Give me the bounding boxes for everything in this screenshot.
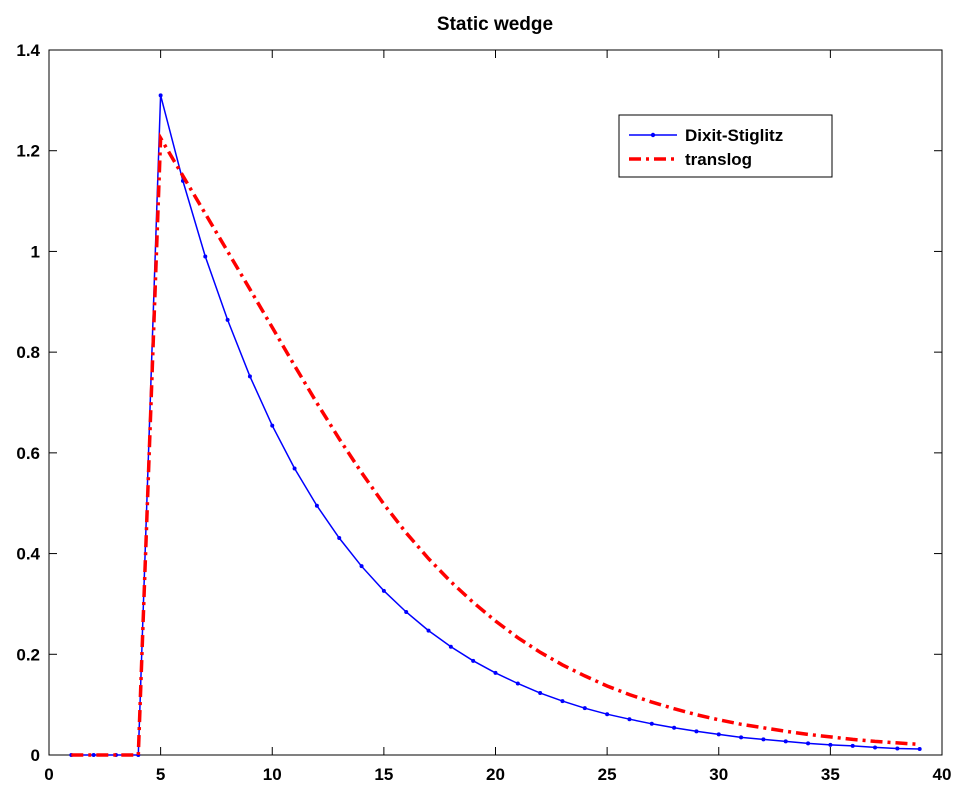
data-point xyxy=(493,670,498,675)
data-point xyxy=(515,681,520,686)
data-point xyxy=(448,644,453,649)
data-point xyxy=(404,609,409,614)
x-tick-label: 35 xyxy=(821,765,840,784)
y-tick-label: 1 xyxy=(31,242,40,261)
data-point xyxy=(426,628,431,633)
data-point xyxy=(381,588,386,593)
x-tick-label: 5 xyxy=(156,765,165,784)
y-tick-label: 0.6 xyxy=(16,444,40,463)
data-point xyxy=(158,93,163,98)
legend-box xyxy=(618,114,833,178)
data-point xyxy=(247,374,252,379)
data-point xyxy=(314,503,319,508)
data-point xyxy=(716,732,721,737)
data-point xyxy=(761,737,766,742)
x-tick-label: 30 xyxy=(709,765,728,784)
data-point xyxy=(783,739,788,744)
data-point xyxy=(538,691,543,696)
data-point xyxy=(649,721,654,726)
data-point xyxy=(828,742,833,747)
x-tick-label: 20 xyxy=(486,765,505,784)
data-point xyxy=(627,717,632,722)
data-point xyxy=(605,712,610,717)
y-tick-label: 1.2 xyxy=(16,142,40,161)
chart-title: Static wedge xyxy=(437,14,553,35)
data-point xyxy=(359,564,364,569)
legend: Dixit-Stiglitz translog xyxy=(618,114,833,178)
legend-label: Dixit-Stiglitz xyxy=(685,126,783,145)
x-tick-label: 15 xyxy=(374,765,393,784)
data-point xyxy=(203,254,208,259)
x-tick-label: 25 xyxy=(598,765,617,784)
data-point xyxy=(694,729,699,734)
plot-area: 0 5 10 15 20 25 30 35 40 0 0.2 0.4 0.6 0.8 1 1.2 1.4 xyxy=(16,41,951,784)
data-point xyxy=(91,753,96,757)
data-point xyxy=(739,735,744,740)
data-point xyxy=(270,423,275,428)
legend-marker xyxy=(650,132,656,138)
data-point xyxy=(873,745,878,750)
data-point xyxy=(471,658,476,663)
x-tick-label: 0 xyxy=(44,765,53,784)
y-tick-label: 0.8 xyxy=(16,343,40,362)
data-point xyxy=(850,743,855,748)
series-line-translog xyxy=(71,132,920,757)
series-line-dixit-stiglitz xyxy=(71,95,920,756)
data-point xyxy=(917,746,922,751)
data-point xyxy=(337,535,342,540)
y-tick-label: 0.4 xyxy=(16,545,40,564)
data-point xyxy=(895,746,900,751)
legend-label: translog xyxy=(685,150,752,169)
y-tick-label: 0 xyxy=(31,746,40,765)
data-point xyxy=(560,699,565,704)
data-point xyxy=(292,466,297,471)
data-point xyxy=(582,706,587,711)
data-point xyxy=(672,725,677,730)
y-tick-label: 0.2 xyxy=(16,645,40,664)
y-tick-label: 1.4 xyxy=(16,41,40,60)
data-point xyxy=(225,317,230,322)
data-point xyxy=(806,741,811,746)
x-tick-label: 10 xyxy=(263,765,282,784)
x-tick-label: 40 xyxy=(933,765,952,784)
